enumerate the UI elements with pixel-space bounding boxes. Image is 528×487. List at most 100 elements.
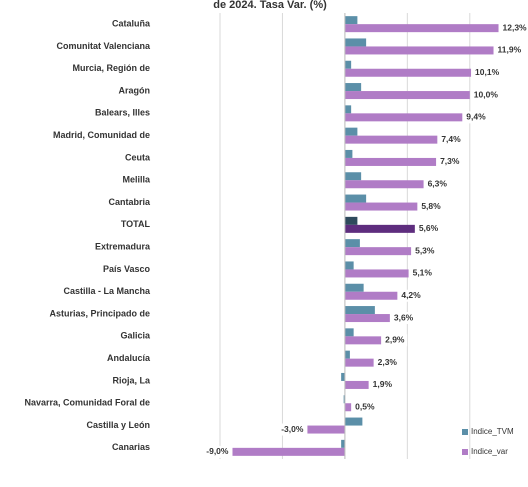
y-tick-label: Cantabria — [108, 197, 151, 207]
bar — [344, 135, 438, 144]
value-label-bg — [500, 22, 528, 35]
value-label-bg — [464, 111, 489, 124]
bar — [344, 202, 418, 211]
bar — [344, 269, 409, 278]
value-label: 6,3% — [428, 179, 448, 189]
value-label-bg — [276, 423, 306, 436]
value-label: 9,4% — [466, 112, 486, 122]
value-label-bg — [471, 89, 501, 102]
bar — [344, 224, 415, 233]
bar — [344, 247, 412, 256]
value-label-bg — [438, 155, 463, 168]
value-label-bg — [416, 222, 441, 235]
y-tick-label: Comunitat Valenciana — [56, 41, 151, 51]
value-label: 10,0% — [474, 89, 499, 99]
value-label: 11,9% — [498, 45, 522, 55]
value-label-bg — [419, 200, 444, 213]
bar — [344, 380, 369, 389]
bar — [344, 105, 352, 114]
bar — [341, 372, 345, 381]
bar — [344, 417, 363, 426]
bar — [344, 283, 364, 292]
bar — [344, 38, 367, 47]
value-label-bg — [391, 312, 416, 325]
y-tick-label: Castilla y León — [86, 420, 150, 430]
bar — [344, 291, 398, 300]
bar — [344, 261, 354, 270]
bar — [344, 403, 352, 412]
bar — [344, 194, 367, 203]
value-label: 5,8% — [421, 201, 441, 211]
value-label-bg — [370, 378, 395, 391]
y-tick-label: Extremadura — [95, 242, 151, 252]
y-tick-label: Balears, Illes — [95, 108, 150, 118]
value-label: 5,1% — [413, 268, 433, 278]
y-tick-label: Andalucía — [107, 353, 151, 363]
y-tick-label: Navarra, Comunidad Foral de — [24, 398, 150, 408]
y-tick-label: Galicia — [120, 331, 151, 341]
bar — [344, 216, 358, 225]
bar — [344, 336, 382, 345]
value-label-bg — [425, 178, 450, 191]
value-label-bg — [410, 267, 435, 280]
bar — [344, 172, 362, 181]
bar — [344, 127, 358, 136]
value-label: 7,3% — [440, 156, 460, 166]
value-label: 2,3% — [378, 357, 398, 367]
value-label: 3,6% — [394, 312, 414, 322]
value-label: 2,9% — [385, 335, 405, 345]
value-label: 4,2% — [401, 290, 421, 300]
value-label: 12,3% — [503, 22, 528, 32]
value-label-bg — [399, 289, 424, 302]
bar — [344, 24, 499, 33]
y-tick-label: Ceuta — [125, 152, 151, 162]
value-label-bg — [495, 44, 525, 57]
y-tick-label: Madrid, Comunidad de — [53, 130, 150, 140]
bar — [344, 46, 494, 55]
value-label-bg — [383, 334, 408, 347]
value-label: 1,9% — [373, 379, 393, 389]
bar — [344, 314, 390, 323]
bar — [341, 439, 345, 448]
value-label: 10,1% — [475, 67, 500, 77]
value-label: 5,6% — [419, 223, 439, 233]
y-tick-label: Aragón — [119, 85, 151, 95]
bar — [344, 60, 352, 69]
y-tick-label: Canarias — [112, 442, 150, 452]
value-label-bg — [473, 66, 503, 79]
value-label-bg — [439, 133, 464, 146]
value-label-bg — [413, 245, 438, 258]
value-label: 7,4% — [441, 134, 461, 144]
bar — [343, 395, 345, 404]
y-tick-label: Melilla — [122, 175, 151, 185]
bar — [344, 68, 472, 77]
value-label: 0,5% — [355, 402, 375, 412]
bar — [344, 149, 353, 158]
bar — [344, 16, 358, 25]
y-tick-label: Murcia, Región de — [72, 63, 150, 73]
value-label: -3,0% — [281, 424, 304, 434]
bar — [344, 180, 424, 189]
bar — [344, 91, 470, 100]
value-label: -9,0% — [206, 446, 229, 456]
value-label-bg — [375, 356, 400, 369]
chart-title: de 2024. Tasa Var. (%) — [213, 0, 327, 11]
legend-swatch — [462, 449, 468, 455]
y-tick-label: País Vasco — [103, 264, 151, 274]
bar — [344, 350, 350, 359]
bar — [307, 425, 345, 434]
y-tick-label: Asturias, Principado de — [49, 308, 150, 318]
value-label: 5,3% — [415, 245, 435, 255]
bar — [344, 83, 362, 92]
value-label-bg — [353, 401, 378, 414]
bar — [344, 358, 374, 367]
y-tick-label: Castilla - La Mancha — [63, 286, 151, 296]
bar — [344, 113, 463, 122]
y-tick-label: Rioja, La — [112, 375, 151, 385]
legend-swatch — [462, 429, 468, 435]
y-tick-label: Cataluña — [112, 19, 151, 29]
bar — [344, 306, 375, 315]
value-label-bg — [201, 445, 231, 458]
y-tick-label: TOTAL — [121, 219, 151, 229]
